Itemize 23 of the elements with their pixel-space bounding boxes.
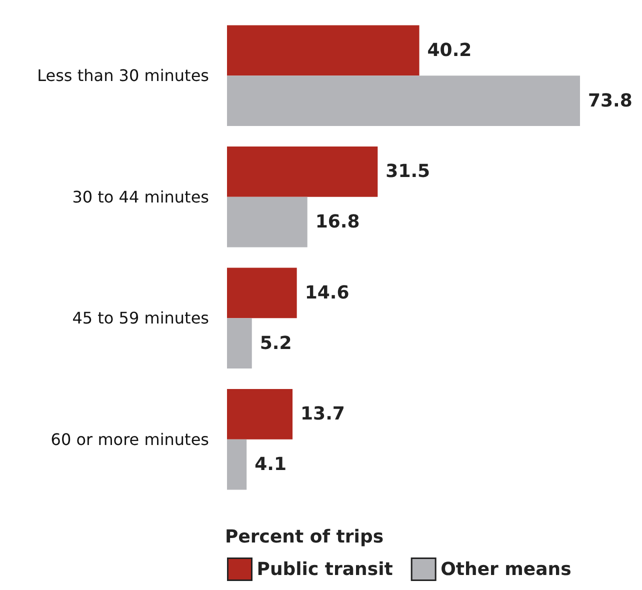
- bar: [227, 389, 293, 440]
- legend-label: Public transit: [256, 558, 394, 580]
- data-label: 16.8: [315, 212, 360, 233]
- bar: [227, 318, 252, 368]
- bar: [227, 25, 420, 76]
- bar: [227, 439, 247, 490]
- data-label: 13.7: [300, 404, 345, 425]
- data-label: 5.2: [260, 332, 292, 354]
- data-label: 4.1: [254, 454, 286, 476]
- bar: [227, 196, 308, 248]
- legend-label: Other means: [440, 558, 572, 580]
- data-label: 31.5: [386, 161, 430, 182]
- bar: [227, 76, 580, 126]
- data-label: 73.8: [588, 90, 632, 112]
- y-tick-label: 30 to 44 minutes: [72, 187, 209, 206]
- bar: [227, 146, 378, 197]
- bar: [227, 268, 297, 318]
- y-tick-label: 60 or more minutes: [50, 430, 209, 449]
- data-label: 14.6: [304, 282, 350, 304]
- data-label: 40.2: [427, 40, 472, 61]
- y-tick-label: Less than 30 minutes: [37, 66, 209, 86]
- legend-title: Percent of trips: [225, 526, 384, 548]
- y-tick-label: 45 to 59 minutes: [72, 308, 209, 328]
